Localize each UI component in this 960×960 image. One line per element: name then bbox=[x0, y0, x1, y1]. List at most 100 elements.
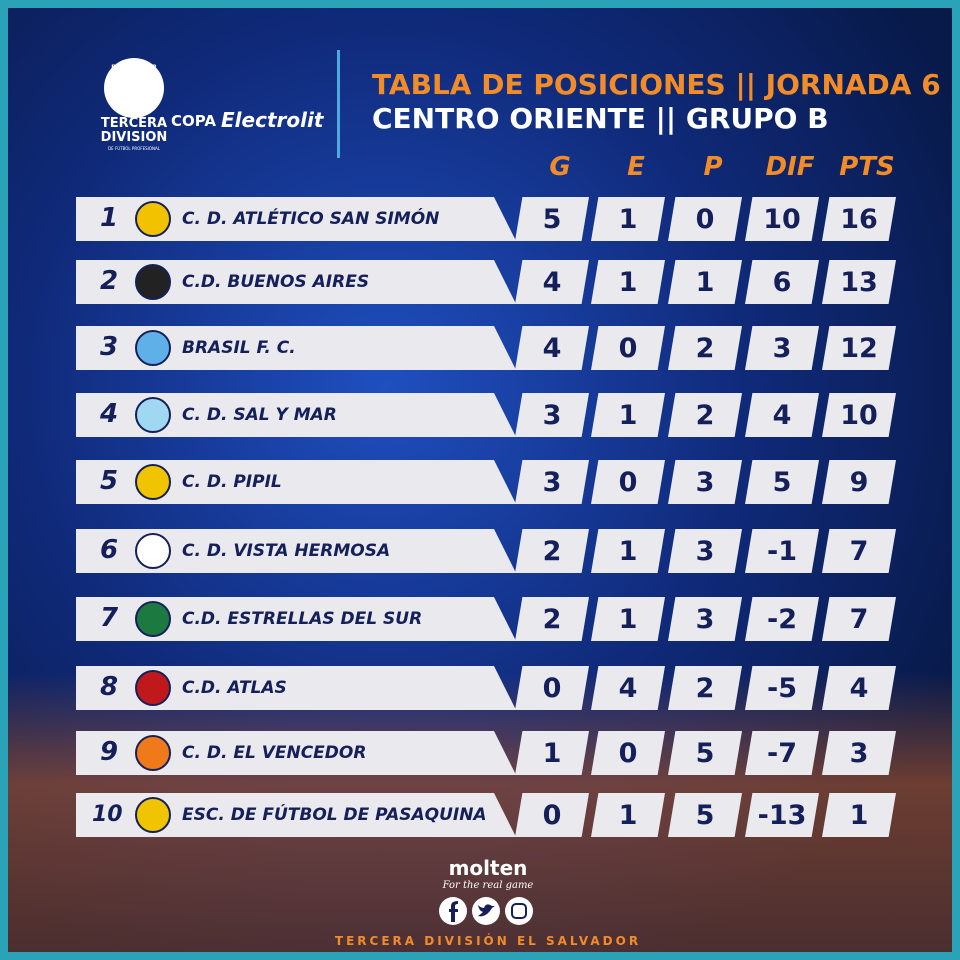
column-header: G bbox=[549, 152, 571, 182]
stat-cell: 7 bbox=[822, 597, 896, 641]
sponsor-name: Electrolit bbox=[221, 108, 324, 132]
column-header: P bbox=[703, 152, 723, 182]
stat-cell: 4 bbox=[822, 666, 896, 710]
stat-cell: 13 bbox=[822, 260, 896, 304]
instagram-glyph bbox=[511, 903, 527, 919]
team-name: BRASIL F. C. bbox=[182, 338, 296, 358]
logo-line1: TERCERA bbox=[100, 116, 168, 131]
stat-cell: 6 bbox=[745, 260, 819, 304]
team-logo bbox=[135, 670, 171, 706]
stat-cell: 1 bbox=[515, 731, 589, 775]
column-header: E bbox=[627, 152, 645, 182]
stat-cell: 3 bbox=[515, 393, 589, 437]
rank: 5 bbox=[100, 466, 119, 496]
team-name: C. D. PIPIL bbox=[182, 472, 282, 492]
twitter-glyph bbox=[478, 904, 495, 917]
rank: 10 bbox=[92, 802, 123, 827]
divider bbox=[337, 50, 340, 158]
logo-top: EL SALVADOR bbox=[111, 64, 157, 71]
stat-cell: 4 bbox=[591, 666, 665, 710]
stat-cell: 2 bbox=[668, 326, 742, 370]
rank: 4 bbox=[100, 399, 119, 429]
stat-cell: 5 bbox=[668, 793, 742, 837]
stat-cell: 5 bbox=[515, 197, 589, 241]
ball-logo bbox=[104, 58, 164, 118]
rank: 3 bbox=[100, 332, 119, 362]
stat-cell: 9 bbox=[822, 460, 896, 504]
stat-cell: -1 bbox=[745, 529, 819, 573]
stat-cell: 2 bbox=[668, 393, 742, 437]
column-header: PTS bbox=[839, 152, 895, 182]
instagram-icon[interactable] bbox=[505, 897, 533, 925]
stat-cell: -2 bbox=[745, 597, 819, 641]
footer-org: TERCERA DIVISIÓN EL SALVADOR bbox=[334, 934, 642, 948]
team-name: C. D. EL VENCEDOR bbox=[182, 743, 367, 763]
team-logo bbox=[135, 601, 171, 637]
column-header: DIF bbox=[765, 152, 815, 182]
stat-cell: 1 bbox=[591, 393, 665, 437]
stat-cell: 5 bbox=[668, 731, 742, 775]
social-icons bbox=[439, 897, 533, 925]
team-name: C. D. SAL Y MAR bbox=[182, 405, 337, 425]
stat-cell: -13 bbox=[745, 793, 819, 837]
facebook-glyph bbox=[449, 901, 458, 922]
stat-cell: 3 bbox=[745, 326, 819, 370]
stat-cell: 10 bbox=[822, 393, 896, 437]
rank: 9 bbox=[100, 737, 119, 767]
team-name: C. D. VISTA HERMOSA bbox=[182, 541, 391, 561]
team-logo bbox=[135, 201, 171, 237]
stat-cell: 3 bbox=[668, 529, 742, 573]
team-logo bbox=[135, 797, 171, 833]
team-logo bbox=[135, 264, 171, 300]
team-logo bbox=[135, 464, 171, 500]
stat-cell: 4 bbox=[745, 393, 819, 437]
stat-cell: 1 bbox=[591, 260, 665, 304]
team-name: C.D. BUENOS AIRES bbox=[182, 272, 370, 292]
stat-cell: 4 bbox=[515, 326, 589, 370]
team-logo bbox=[135, 330, 171, 366]
stat-cell: 1 bbox=[591, 793, 665, 837]
team-name: ESC. DE FÚTBOL DE PASAQUINA bbox=[182, 805, 487, 825]
team-logo bbox=[135, 533, 171, 569]
logo-sub: DE FÚTBOL PROFESIONAL bbox=[108, 146, 160, 151]
subtitle: CENTRO ORIENTE || GRUPO B bbox=[372, 102, 829, 135]
stat-cell: 2 bbox=[515, 597, 589, 641]
footer-tagline: For the real game bbox=[442, 880, 534, 891]
stat-cell: 0 bbox=[591, 460, 665, 504]
stat-cell: 0 bbox=[668, 197, 742, 241]
stat-cell: 1 bbox=[591, 197, 665, 241]
stat-cell: 0 bbox=[515, 666, 589, 710]
stat-cell: 3 bbox=[668, 460, 742, 504]
stat-cell: 3 bbox=[668, 597, 742, 641]
team-name: C.D. ATLAS bbox=[182, 678, 287, 698]
stat-cell: 1 bbox=[822, 793, 896, 837]
stat-cell: 3 bbox=[515, 460, 589, 504]
sponsor-prefix: COPA bbox=[171, 112, 216, 130]
rank: 6 bbox=[100, 535, 119, 565]
stat-cell: 7 bbox=[822, 529, 896, 573]
rank: 8 bbox=[100, 672, 119, 702]
stat-cell: 1 bbox=[591, 529, 665, 573]
stat-cell: 1 bbox=[668, 260, 742, 304]
stat-cell: 4 bbox=[515, 260, 589, 304]
stat-cell: 3 bbox=[822, 731, 896, 775]
stat-cell: 0 bbox=[515, 793, 589, 837]
stat-cell: 2 bbox=[668, 666, 742, 710]
team-logo bbox=[135, 397, 171, 433]
stat-cell: 5 bbox=[745, 460, 819, 504]
stat-cell: 0 bbox=[591, 731, 665, 775]
stat-cell: 10 bbox=[745, 197, 819, 241]
stat-cell: 0 bbox=[591, 326, 665, 370]
team-logo bbox=[135, 735, 171, 771]
stat-cell: 1 bbox=[591, 597, 665, 641]
rank: 2 bbox=[100, 266, 119, 296]
stat-cell: -5 bbox=[745, 666, 819, 710]
logo-line2: DIVISION bbox=[100, 130, 168, 145]
title: TABLA DE POSICIONES || JORNADA 6 bbox=[372, 68, 941, 101]
standings-table: G E P DIF PTS 1 C. D. ATLÉTICO SAN SIMÓN 5 1 0 10 1… bbox=[8, 8, 952, 952]
rank: 1 bbox=[100, 203, 119, 233]
stat-cell: 12 bbox=[822, 326, 896, 370]
footer-brand: molten bbox=[448, 856, 528, 880]
team-name: C.D. ESTRELLAS DEL SUR bbox=[182, 609, 423, 629]
